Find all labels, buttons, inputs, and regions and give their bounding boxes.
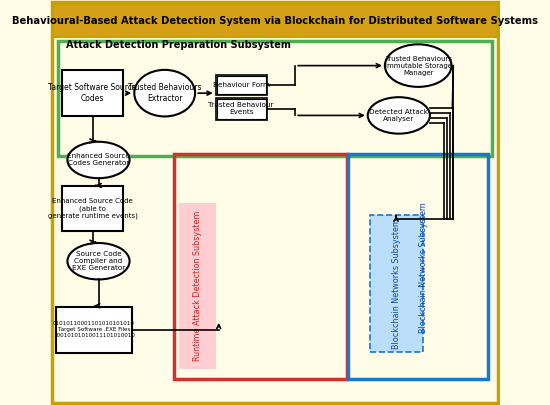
Text: Enhanced Source
Codes Generator: Enhanced Source Codes Generator bbox=[67, 153, 130, 166]
Text: Blockchain Networks Subsystem: Blockchain Networks Subsystem bbox=[419, 202, 428, 333]
Ellipse shape bbox=[368, 97, 430, 134]
FancyBboxPatch shape bbox=[216, 98, 267, 120]
FancyBboxPatch shape bbox=[63, 186, 123, 231]
FancyBboxPatch shape bbox=[217, 99, 266, 119]
Text: Blockchain Networks Subsystem: Blockchain Networks Subsystem bbox=[392, 218, 400, 349]
Text: Enhanced Source Code
(able to
generate runtime events): Enhanced Source Code (able to generate r… bbox=[48, 198, 138, 219]
Text: 01010110001101010101010
Target Software .EXE Files
10010101010011101010010: 01010110001101010101010 Target Software … bbox=[53, 322, 135, 338]
Text: Source Code
Compiler and
EXE Generator: Source Code Compiler and EXE Generator bbox=[72, 251, 125, 271]
FancyBboxPatch shape bbox=[63, 70, 123, 116]
Text: Runtime Attack Detection Subsystem: Runtime Attack Detection Subsystem bbox=[193, 210, 202, 361]
Text: Detected Attack
Analyser: Detected Attack Analyser bbox=[369, 109, 428, 122]
Text: Trusted Behaviours
Immutable Storage
Manager: Trusted Behaviours Immutable Storage Man… bbox=[384, 55, 452, 76]
FancyBboxPatch shape bbox=[217, 76, 266, 94]
FancyBboxPatch shape bbox=[53, 5, 497, 37]
Text: Trusted Behaviours
Extractor: Trusted Behaviours Extractor bbox=[128, 83, 201, 103]
FancyBboxPatch shape bbox=[216, 75, 267, 95]
Text: Attack Detection Preparation Subsystem: Attack Detection Preparation Subsystem bbox=[65, 40, 290, 49]
Text: Trusted Behaviour
Events: Trusted Behaviour Events bbox=[208, 102, 274, 115]
Text: Behaviour Form: Behaviour Form bbox=[213, 82, 270, 88]
FancyBboxPatch shape bbox=[179, 202, 216, 369]
FancyBboxPatch shape bbox=[56, 307, 132, 353]
Ellipse shape bbox=[68, 243, 130, 279]
Ellipse shape bbox=[134, 70, 195, 117]
Text: Target Software Source
Codes: Target Software Source Codes bbox=[48, 83, 137, 103]
Ellipse shape bbox=[385, 45, 452, 87]
Ellipse shape bbox=[68, 142, 130, 178]
Text: Behavioural-Based Attack Detection System via Blockchain for Distributed Softwar: Behavioural-Based Attack Detection Syste… bbox=[12, 16, 538, 26]
FancyBboxPatch shape bbox=[52, 2, 498, 403]
FancyBboxPatch shape bbox=[370, 215, 423, 352]
